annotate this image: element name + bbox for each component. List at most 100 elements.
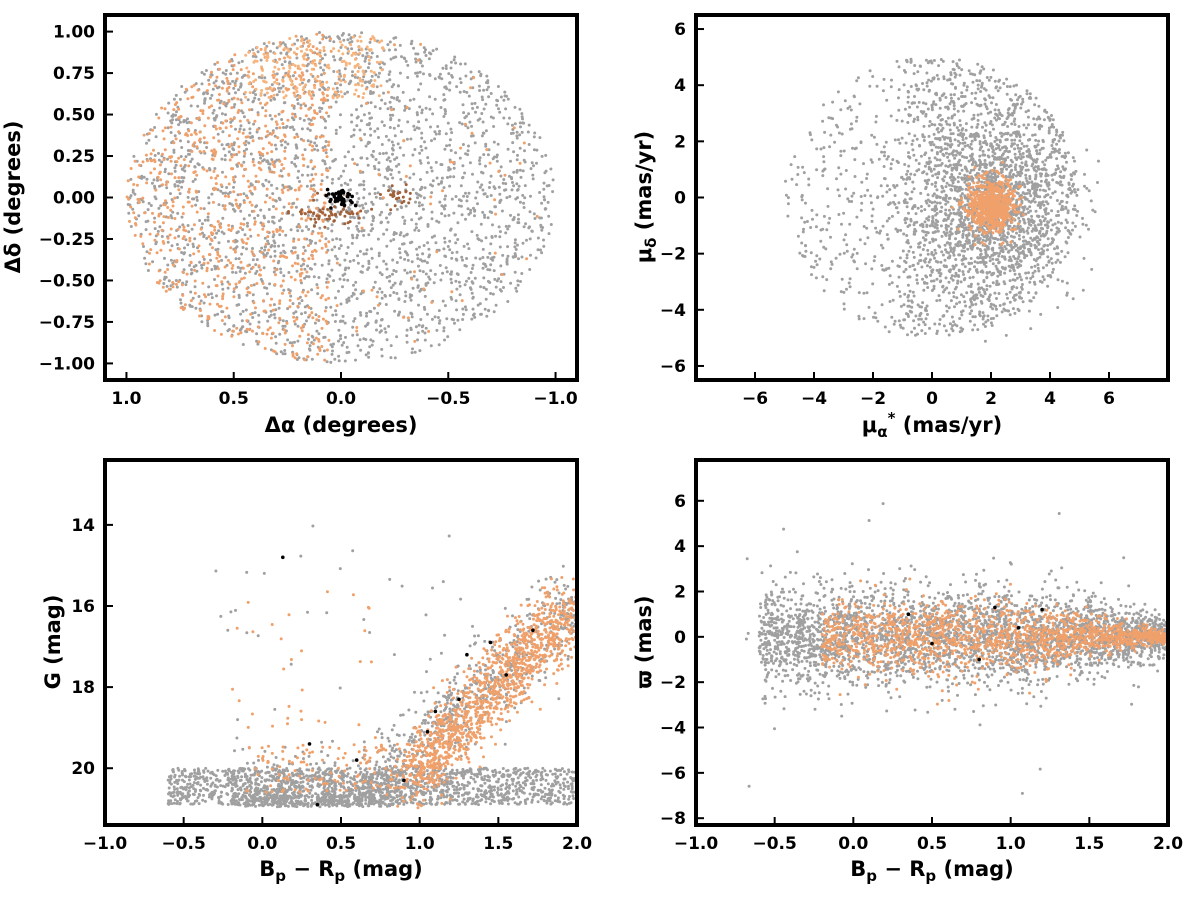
data-point-field <box>907 132 911 136</box>
data-point-field <box>405 137 409 141</box>
data-point-field <box>271 192 275 196</box>
data-point-members <box>252 301 256 305</box>
data-point-field <box>221 191 225 195</box>
data-point-field <box>179 301 183 305</box>
data-point-field <box>312 183 316 187</box>
data-point-field <box>856 76 860 80</box>
data-point-field <box>294 205 298 209</box>
data-point-field <box>398 247 402 251</box>
data-point-field <box>294 143 298 147</box>
data-point-core <box>329 206 333 210</box>
data-point-field <box>224 72 228 76</box>
data-point-field <box>987 78 991 82</box>
data-point-field <box>406 253 410 257</box>
data-point-field <box>424 106 428 110</box>
data-point-field <box>1003 308 1007 312</box>
data-point-members <box>242 201 246 205</box>
data-point-members <box>128 219 131 223</box>
data-point-field <box>417 193 421 197</box>
data-point-field <box>418 269 422 273</box>
data-point-field <box>248 322 252 326</box>
data-point-members <box>198 150 202 153</box>
data-point-field <box>203 97 207 101</box>
data-point-field <box>807 177 811 181</box>
data-point-members <box>278 302 282 305</box>
data-point-field <box>455 258 459 262</box>
data-point-members <box>214 84 218 88</box>
data-point-field <box>154 135 158 139</box>
data-point-groups <box>309 217 313 221</box>
data-point-members <box>299 267 303 271</box>
data-point-field <box>492 310 496 314</box>
data-point-members <box>135 183 139 187</box>
data-point-field <box>277 306 281 310</box>
data-point-field <box>511 131 515 135</box>
data-point-members_light <box>361 70 365 74</box>
data-point-members_light <box>361 96 365 100</box>
data-point-field <box>240 325 244 329</box>
data-point-field <box>842 302 846 306</box>
data-point-field <box>180 185 184 189</box>
data-point-field <box>331 349 334 353</box>
data-point-field <box>268 282 272 286</box>
data-point-field <box>893 194 897 197</box>
data-point-members <box>179 306 183 310</box>
data-point-members <box>211 200 215 204</box>
data-point-field <box>890 78 893 82</box>
data-point-field <box>1038 152 1041 156</box>
data-point-members <box>283 157 287 160</box>
data-point-field <box>253 311 257 315</box>
data-point-field <box>370 51 374 55</box>
data-point-members <box>271 230 275 234</box>
data-point-field <box>196 104 200 108</box>
data-point-field <box>345 345 349 349</box>
data-point-field <box>302 262 305 266</box>
data-point-field <box>491 292 495 296</box>
data-point-field <box>373 192 377 195</box>
data-point-field <box>899 228 903 232</box>
data-point-field <box>1012 255 1016 258</box>
data-point-field <box>913 268 917 272</box>
data-point-field <box>370 223 374 227</box>
data-point-field <box>172 150 176 154</box>
data-point-field <box>442 98 446 102</box>
data-point-field <box>352 145 356 149</box>
data-point-field <box>290 161 294 164</box>
data-point-field <box>417 88 421 92</box>
data-point-field <box>1011 173 1015 177</box>
data-point-field <box>923 208 927 212</box>
data-point-field <box>347 296 351 300</box>
data-point-field <box>898 141 902 145</box>
data-point-field <box>410 315 414 319</box>
data-point-members <box>450 290 454 294</box>
data-point-field <box>870 219 874 223</box>
data-point-members <box>325 348 329 352</box>
data-point-field <box>532 212 536 216</box>
data-point-members <box>291 112 295 116</box>
data-point-field <box>288 60 292 64</box>
data-point-members <box>309 187 313 191</box>
data-point-members <box>300 329 304 333</box>
data-point-field <box>406 63 410 67</box>
data-point-field <box>203 218 207 222</box>
data-point-members <box>163 270 167 274</box>
data-point-field <box>450 251 454 255</box>
data-point-field <box>969 72 973 76</box>
data-point-field <box>974 302 978 306</box>
data-point-field <box>350 47 354 51</box>
data-point-field <box>291 213 295 217</box>
data-point-members_light <box>262 52 266 56</box>
data-point-members_light <box>358 65 362 69</box>
data-point-members <box>304 114 308 118</box>
data-point-field <box>859 141 863 145</box>
data-point-members <box>196 117 200 121</box>
data-point-field <box>942 324 946 328</box>
data-point-field <box>348 259 352 263</box>
data-point-field <box>800 241 804 245</box>
data-point-field <box>1020 142 1024 146</box>
data-point-field <box>140 176 144 180</box>
data-point-field <box>426 161 430 165</box>
data-point-field <box>930 140 934 144</box>
data-point-field <box>551 178 555 182</box>
data-point-members_light <box>353 57 357 61</box>
